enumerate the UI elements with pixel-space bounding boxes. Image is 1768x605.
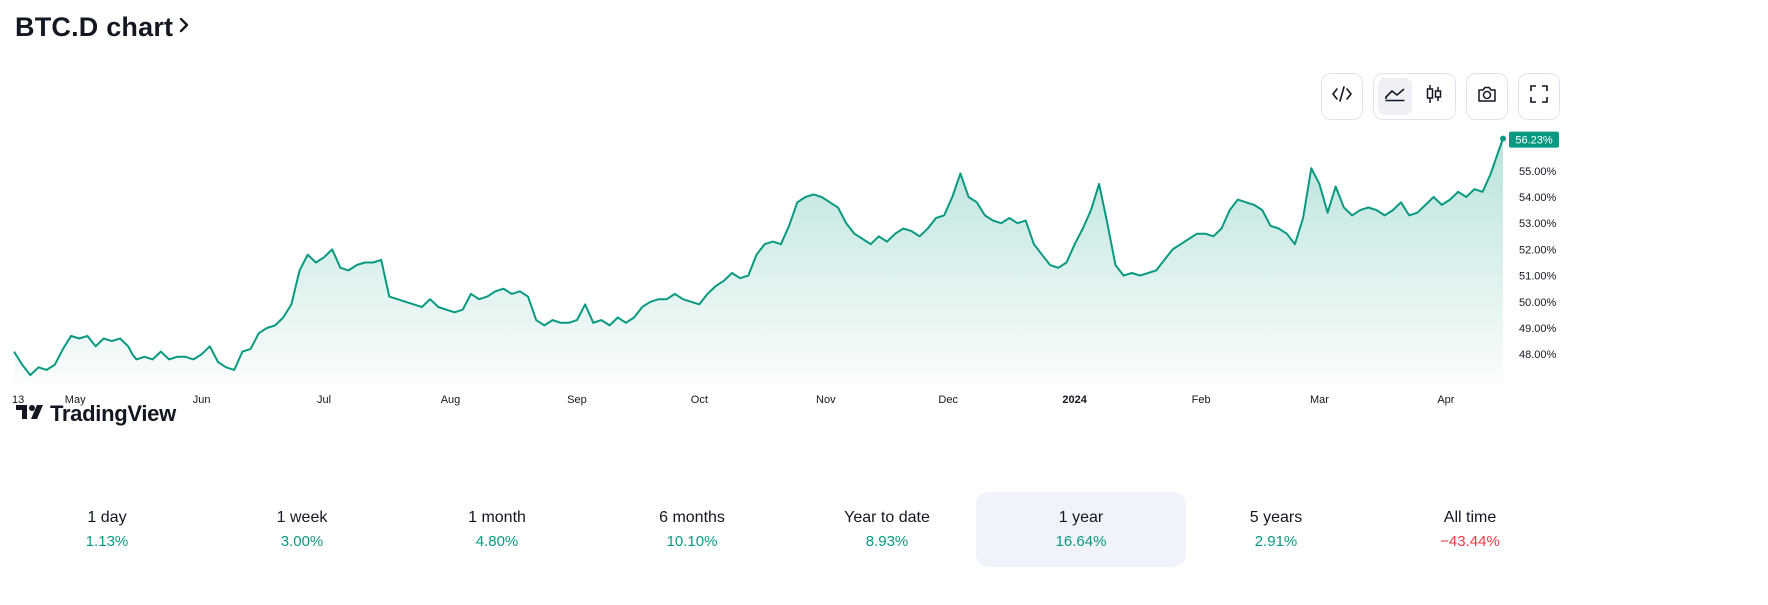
tradingview-logo[interactable]: TradingView [16, 401, 176, 427]
period-change-value: −43.44% [1440, 532, 1500, 550]
y-tick-label: 53.00% [1519, 218, 1557, 230]
snapshot-button[interactable] [1466, 73, 1508, 120]
y-tick-label: 51.00% [1519, 271, 1557, 283]
y-tick-label: 55.00% [1519, 166, 1557, 178]
camera-icon [1476, 85, 1498, 108]
x-tick-label: Apr [1437, 394, 1454, 406]
line-chart-button[interactable] [1378, 78, 1412, 115]
embed-button[interactable] [1321, 73, 1363, 120]
y-tick-label: 52.00% [1519, 244, 1557, 256]
tradingview-logo-text: TradingView [50, 401, 176, 426]
period-label: Year to date [844, 508, 930, 526]
period-label: 5 years [1249, 508, 1303, 526]
period-label: 1 week [276, 508, 328, 526]
y-tick-label: 49.00% [1519, 323, 1557, 335]
y-tick-label: 50.00% [1519, 297, 1557, 309]
last-value-label: 56.23% [1515, 135, 1553, 147]
period-change-value: 8.93% [865, 532, 909, 550]
y-tick-label: 48.00% [1519, 349, 1557, 361]
code-icon [1331, 85, 1353, 108]
period-change-value: 2.91% [1254, 532, 1298, 550]
period-change-value: 3.00% [280, 532, 324, 550]
last-value-badge: 56.23% [1509, 131, 1559, 148]
period-change-value: 4.80% [475, 532, 519, 550]
x-tick-label: Dec [938, 394, 958, 406]
x-tick-label: Feb [1192, 394, 1211, 406]
x-tick-label: Jul [317, 394, 331, 406]
btc-dominance-chart[interactable]: 48.00% 49.00% 50.00% 51.00% 52.00% 53.00% 54.0… [0, 125, 1768, 415]
chevron-right-icon [179, 17, 189, 38]
x-tick-label: Sep [567, 394, 587, 406]
period-label: 6 months [659, 508, 725, 526]
period-year-to-date[interactable]: Year to date 8.93% [782, 492, 992, 567]
period-all-time[interactable]: All time −43.44% [1365, 492, 1575, 567]
candles-button[interactable] [1418, 78, 1452, 115]
price-line [13, 138, 1504, 377]
x-tick-label: 13 [12, 394, 24, 406]
last-price-dot [1500, 135, 1506, 142]
period-change-value: 10.10% [666, 532, 718, 550]
x-tick-label: Oct [691, 394, 708, 406]
price-area [14, 138, 1503, 383]
x-tick-label: Mar [1310, 394, 1329, 406]
period-change-value: 1.13% [85, 532, 129, 550]
tradingview-logo-icon [16, 403, 46, 426]
period-1-year[interactable]: 1 year 16.64% [976, 492, 1186, 567]
x-tick-label: Aug [441, 394, 461, 406]
period-label: All time [1443, 508, 1497, 526]
period-label: 1 year [1058, 508, 1104, 526]
period-label: 1 month [468, 508, 526, 526]
x-tick-label: May [65, 394, 86, 406]
chart-title-link[interactable]: BTC.D chart [15, 12, 189, 43]
chart-style-group [1373, 73, 1456, 120]
x-tick-label: Jun [193, 394, 211, 406]
area-chart-icon [1384, 86, 1406, 107]
page-title: BTC.D chart [15, 12, 174, 42]
period-1-month[interactable]: 1 month 4.80% [392, 492, 602, 567]
period-1-day[interactable]: 1 day 1.13% [2, 492, 212, 567]
period-6-months[interactable]: 6 months 10.10% [587, 492, 797, 567]
y-axis: 48.00% 49.00% 50.00% 51.00% 52.00% 53.00% 54.0… [1519, 166, 1557, 361]
y-tick-label: 54.00% [1519, 192, 1557, 204]
period-5-years[interactable]: 5 years 2.91% [1171, 492, 1381, 567]
period-label: 1 day [87, 508, 127, 526]
x-tick-label: Nov [816, 394, 836, 406]
x-tick-label: 2024 [1062, 394, 1087, 406]
period-change-value: 16.64% [1055, 532, 1107, 550]
fullscreen-button[interactable] [1518, 73, 1560, 120]
fullscreen-icon [1529, 84, 1549, 109]
period-1-week[interactable]: 1 week 3.00% [197, 492, 407, 567]
x-axis: 13 May Jun Jul Aug Sep Oct Nov Dec 2024 Feb Mar Apr [12, 394, 1455, 406]
candlestick-icon [1425, 84, 1443, 109]
performance-periods: 1 day 1.13% 1 week 3.00% 1 month 4.80% 6 month… [0, 492, 1768, 567]
